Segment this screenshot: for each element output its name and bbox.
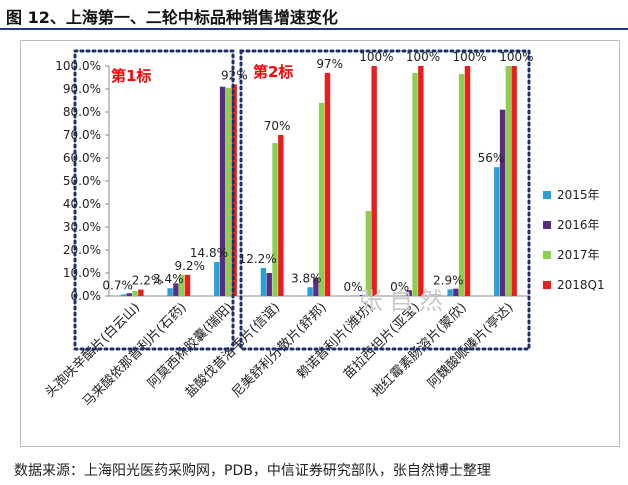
bar	[359, 294, 366, 296]
data-label: 14.8%	[190, 246, 228, 260]
data-label: 3.4%	[153, 272, 184, 286]
bar	[354, 295, 360, 296]
data-label: 70%	[264, 119, 291, 133]
y-tick-label: 100.0%	[55, 59, 101, 73]
data-label: 12.2%	[239, 252, 277, 266]
data-label: 100%	[453, 50, 487, 64]
y-tick-label: 80.0%	[63, 105, 101, 119]
data-label: 0%	[343, 280, 362, 294]
bar	[219, 86, 226, 296]
bar	[459, 74, 465, 296]
bar-chart: 0.0% 10.0% 20.0% 30.0% 40.0% 50.0% 60.0% 70.0% 8…	[42, 49, 605, 410]
bar	[173, 283, 179, 296]
data-label: 97%	[316, 57, 343, 71]
data-label: 2.9%	[433, 273, 464, 287]
data-label: 100%	[499, 50, 533, 64]
legend-label: 2018Q1	[557, 278, 605, 292]
group-label-1: 第1标	[111, 67, 151, 85]
title-bar: 图 12、上海第一、二轮中标品种销售增速变化	[0, 0, 628, 30]
bar	[371, 66, 377, 296]
bar	[447, 289, 453, 296]
bar	[278, 135, 284, 296]
data-label: 0.7%	[102, 278, 133, 292]
chart-frame: 0.0% 10.0% 20.0% 30.0% 40.0% 50.0% 60.0% 70.0% 8…	[20, 40, 620, 447]
bar	[505, 66, 512, 296]
legend-swatch	[543, 281, 551, 289]
y-tick-label: 10.0%	[63, 266, 101, 280]
bar	[494, 167, 500, 296]
bar	[214, 261, 220, 296]
bar	[319, 102, 325, 296]
data-label: 9.2%	[174, 259, 205, 273]
bar	[184, 274, 191, 296]
bar	[365, 210, 372, 296]
group-box-1	[73, 49, 235, 351]
data-label: 2.2%	[132, 274, 163, 288]
bar	[126, 293, 132, 296]
legend-label: 2017年	[557, 248, 600, 262]
bar	[179, 274, 185, 296]
y-tick-label: 0.0%	[71, 289, 102, 303]
data-label: 100%	[359, 50, 393, 64]
data-label: 3.8%	[291, 271, 322, 285]
legend-label: 2015年	[557, 188, 600, 202]
bar	[138, 289, 144, 296]
y-tick-label: 90.0%	[63, 82, 101, 96]
bar	[453, 288, 459, 296]
y-tick-label: 50.0%	[63, 174, 101, 188]
data-label: 56%	[478, 151, 505, 165]
y-tick-label: 40.0%	[63, 197, 101, 211]
legend-label: 2016年	[557, 218, 600, 232]
y-tick-label: 30.0%	[63, 220, 101, 234]
bar	[324, 72, 331, 297]
legend-swatch	[543, 251, 551, 259]
bar	[272, 143, 278, 296]
data-label: 0%	[390, 280, 409, 294]
group-label-2: 第2标	[253, 63, 293, 81]
bar	[167, 288, 173, 296]
legend-swatch	[543, 191, 551, 199]
bar	[406, 290, 412, 296]
data-label: 100%	[406, 50, 440, 64]
bar	[499, 109, 506, 296]
y-tick-label: 60.0%	[63, 151, 101, 165]
y-tick-label: 20.0%	[63, 243, 101, 257]
bar	[400, 295, 407, 296]
bar	[418, 66, 424, 296]
bar	[511, 66, 517, 296]
bar	[313, 277, 319, 296]
page-title: 图 12、上海第一、二轮中标品种销售增速变化	[6, 8, 338, 27]
x-tick-label: 阿莫西林胶囊(瑞阳)	[144, 300, 236, 392]
bar	[231, 84, 237, 297]
legend-swatch	[543, 221, 551, 229]
bar	[307, 287, 313, 296]
bar	[132, 290, 138, 296]
group-box-2	[239, 49, 531, 351]
bar	[266, 273, 272, 296]
bar	[464, 66, 471, 296]
y-tick-label: 70.0%	[63, 128, 101, 142]
bar	[120, 294, 127, 296]
bar	[260, 267, 267, 296]
source-note: 数据来源：上海阳光医药采购网，PDB，中信证券研究部队，张自然博士整理	[14, 463, 491, 479]
bar	[225, 87, 232, 296]
watermark: 张自然	[359, 287, 449, 315]
bar	[412, 72, 418, 297]
